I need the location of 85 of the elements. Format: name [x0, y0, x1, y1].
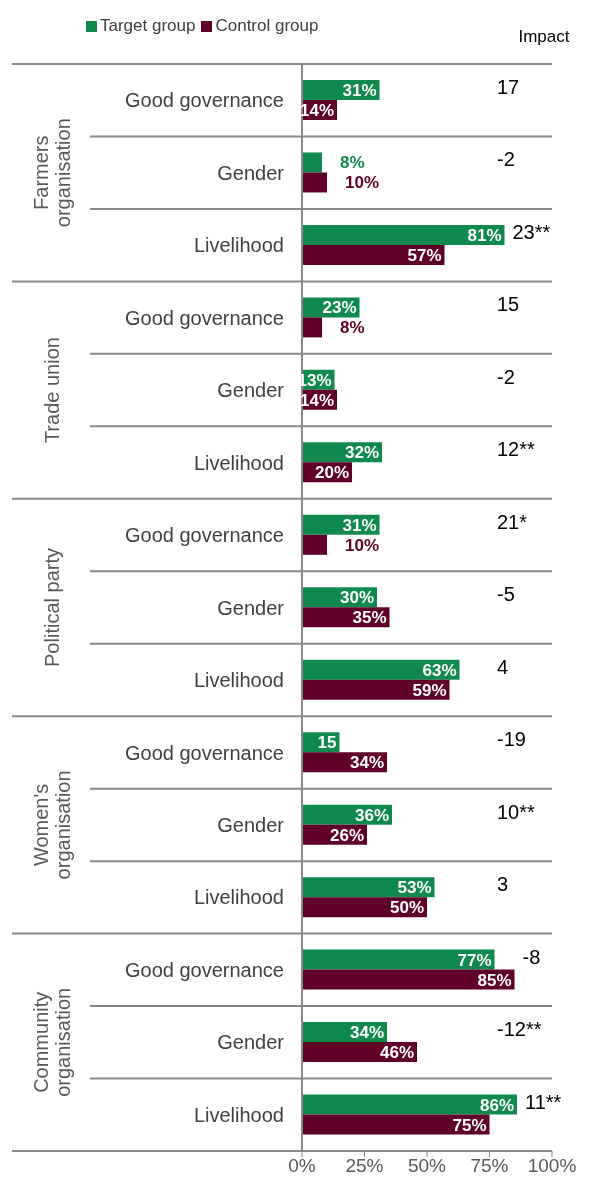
- bar: [302, 317, 322, 338]
- data-label: 53%: [397, 878, 432, 898]
- data-label: 8%: [340, 153, 365, 173]
- y-tick-label: Good governance: [124, 89, 284, 112]
- annotation: -2: [497, 148, 515, 171]
- data-label: 81%: [467, 225, 502, 245]
- data-label: 86%: [479, 1095, 514, 1115]
- bar: [302, 969, 515, 990]
- text: Political party: [41, 548, 63, 667]
- data-label: 46%: [379, 1043, 414, 1063]
- legend-label: Control group: [215, 16, 319, 36]
- data-label: 10%: [345, 535, 380, 555]
- y-tick-label: Gender: [217, 596, 285, 619]
- y-tick-label: Livelihood: [193, 234, 284, 257]
- annotation: -12**: [497, 1018, 542, 1041]
- annotation: 21*: [497, 510, 528, 533]
- text: Farmers organisation: [30, 118, 74, 228]
- annotation: -5: [497, 583, 515, 606]
- y-tick-label: Gender: [217, 814, 285, 836]
- y-tick-label: Livelihood: [193, 1103, 284, 1126]
- data-label: 34%: [349, 753, 384, 773]
- bar: [302, 224, 505, 245]
- data-label: 34%: [349, 1023, 384, 1043]
- annotation: 11**: [525, 1090, 562, 1113]
- y-tick-label: Livelihood: [193, 669, 284, 692]
- data-label: 63%: [422, 660, 457, 680]
- data-label: 20%: [314, 463, 349, 483]
- x-tick-label: 0%: [288, 1155, 316, 1177]
- text: Community organisation: [30, 987, 74, 1097]
- data-label: 23%: [322, 298, 357, 318]
- y-tick-label: Gender: [217, 161, 285, 184]
- bar: [302, 1114, 490, 1135]
- data-label: 50%: [389, 898, 424, 918]
- annotation: 23**: [512, 220, 551, 243]
- y-tick-label: Good governance: [124, 958, 284, 981]
- data-label: 59%: [412, 680, 447, 700]
- data-label: 13%: [297, 370, 332, 390]
- y-tick-label: Livelihood: [193, 886, 284, 909]
- data-label: 31%: [342, 515, 377, 535]
- data-label: 15: [317, 733, 337, 753]
- legend-label: Target group: [100, 16, 196, 36]
- annotation: 4: [497, 655, 509, 678]
- x-tick-label: 75%: [470, 1155, 509, 1177]
- y-tick-label: Livelihood: [193, 451, 284, 474]
- data-label: 14%: [299, 101, 334, 120]
- data-label: 30%: [339, 588, 374, 608]
- data-label: 14%: [299, 390, 334, 410]
- data-label: 36%: [354, 805, 389, 825]
- bar: [302, 949, 495, 970]
- data-label: 35%: [352, 608, 387, 628]
- x-tick-label: 100%: [527, 1155, 577, 1177]
- text: Trade union: [41, 337, 63, 444]
- data-label: 57%: [407, 245, 442, 265]
- y-tick-label: Good governance: [124, 741, 284, 764]
- bar: [302, 172, 327, 193]
- data-label: 8%: [340, 318, 365, 338]
- annotation: 10**: [497, 800, 536, 823]
- data-label: 77%: [457, 950, 492, 970]
- data-label: 31%: [342, 81, 377, 100]
- text: Women's organisation: [30, 770, 74, 880]
- annotation: 12**: [497, 438, 536, 461]
- bar: [302, 534, 327, 555]
- y-tick-label: Gender: [217, 1031, 285, 1054]
- bar: [302, 152, 322, 173]
- data-label: 32%: [344, 443, 379, 463]
- data-label: 85%: [477, 970, 512, 990]
- y-tick-label: Good governance: [124, 306, 284, 329]
- text: Impact: [518, 27, 570, 46]
- data-label: 10%: [345, 173, 380, 193]
- bar: [302, 1094, 517, 1115]
- annotation: -8: [522, 945, 541, 968]
- annotation: 15: [497, 293, 520, 316]
- y-tick-label: Good governance: [124, 524, 284, 547]
- annotation: 17: [497, 76, 520, 98]
- bar: [302, 659, 460, 680]
- data-label: 26%: [329, 825, 364, 845]
- annotation: -2: [497, 365, 515, 388]
- x-tick-label: 50%: [407, 1155, 447, 1177]
- y-tick-label: Gender: [217, 379, 285, 402]
- annotation: 3: [497, 873, 509, 896]
- bar: [302, 679, 450, 700]
- bar: [302, 244, 445, 265]
- x-tick-label: 25%: [345, 1155, 384, 1177]
- data-label: 75%: [452, 1115, 487, 1135]
- annotation: -19: [497, 728, 526, 751]
